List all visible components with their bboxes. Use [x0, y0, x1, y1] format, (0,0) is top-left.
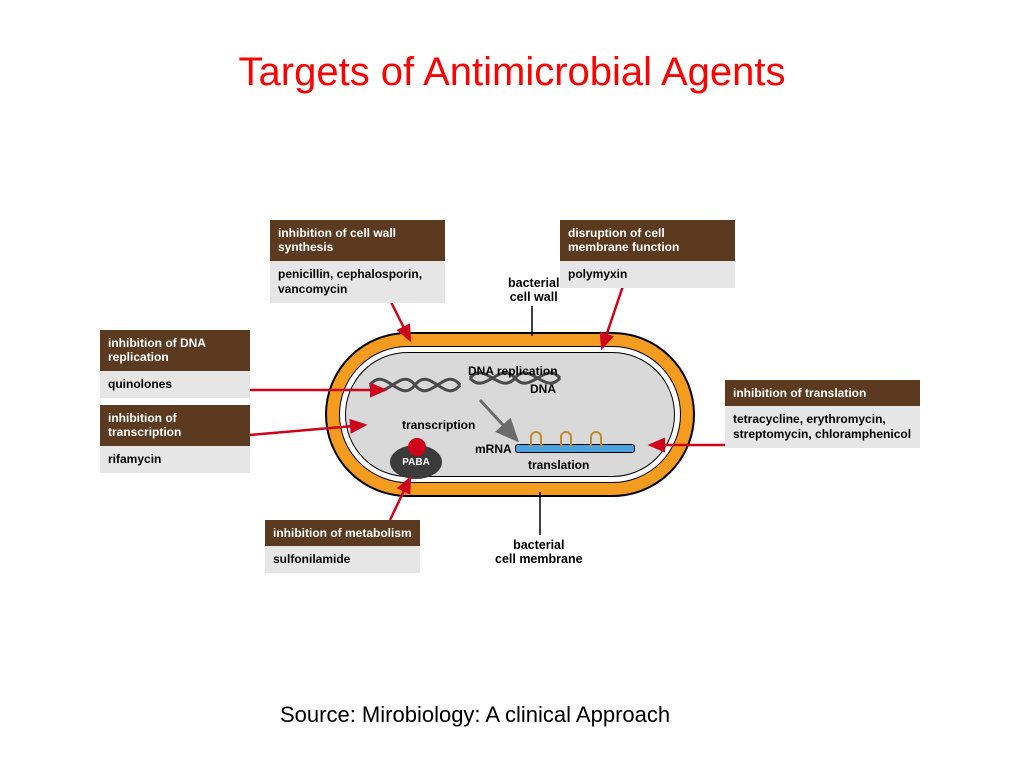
source-citation: Source: Mirobiology: A clinical Approach: [280, 702, 670, 728]
target-header: inhibition of transcription: [100, 405, 250, 446]
target-body: quinolones: [100, 371, 250, 398]
dna-replication-label: DNA replication: [468, 364, 558, 378]
target-box-membrane-function: disruption of cell membrane functionpoly…: [560, 220, 735, 288]
mrna-label: mRNA: [475, 442, 512, 456]
transcription-label: transcription: [402, 418, 475, 432]
target-header: inhibition of cell wall synthesis: [270, 220, 445, 261]
cell-membrane-label: bacterialcell membrane: [495, 538, 583, 567]
target-body: tetracycline, erythromycin, streptomycin…: [725, 406, 920, 448]
target-body: sulfonilamide: [265, 546, 420, 573]
target-box-translation: inhibition of translationtetracycline, e…: [725, 380, 920, 448]
page-title: Targets of Antimicrobial Agents: [0, 50, 1024, 95]
paba-label: PABA: [402, 457, 430, 468]
target-body: rifamycin: [100, 446, 250, 473]
cell-wall-label: bacterialcell wall: [508, 276, 559, 305]
target-box-dna-replication: inhibition of DNA replicationquinolones: [100, 330, 250, 398]
target-header: disruption of cell membrane function: [560, 220, 735, 261]
target-body: polymyxin: [560, 261, 735, 288]
paba-substrate-dot: [408, 438, 426, 456]
target-header: inhibition of DNA replication: [100, 330, 250, 371]
target-box-cell-wall-synthesis: inhibition of cell wall synthesispenicil…: [270, 220, 445, 303]
target-box-metabolism: inhibition of metabolismsulfonilamide: [265, 520, 420, 573]
ribosome-icon: [590, 431, 602, 447]
translation-label: translation: [528, 458, 589, 472]
target-body: penicillin, cephalosporin, vancomycin: [270, 261, 445, 303]
ribosome-icon: [530, 431, 542, 447]
target-box-transcription: inhibition of transcriptionrifamycin: [100, 405, 250, 473]
target-header: inhibition of metabolism: [265, 520, 420, 546]
dna-label: DNA: [530, 382, 556, 396]
diagram-container: PABA inhibition of cell wall synthesispe…: [100, 220, 920, 650]
target-header: inhibition of translation: [725, 380, 920, 406]
ribosome-icon: [560, 431, 572, 447]
